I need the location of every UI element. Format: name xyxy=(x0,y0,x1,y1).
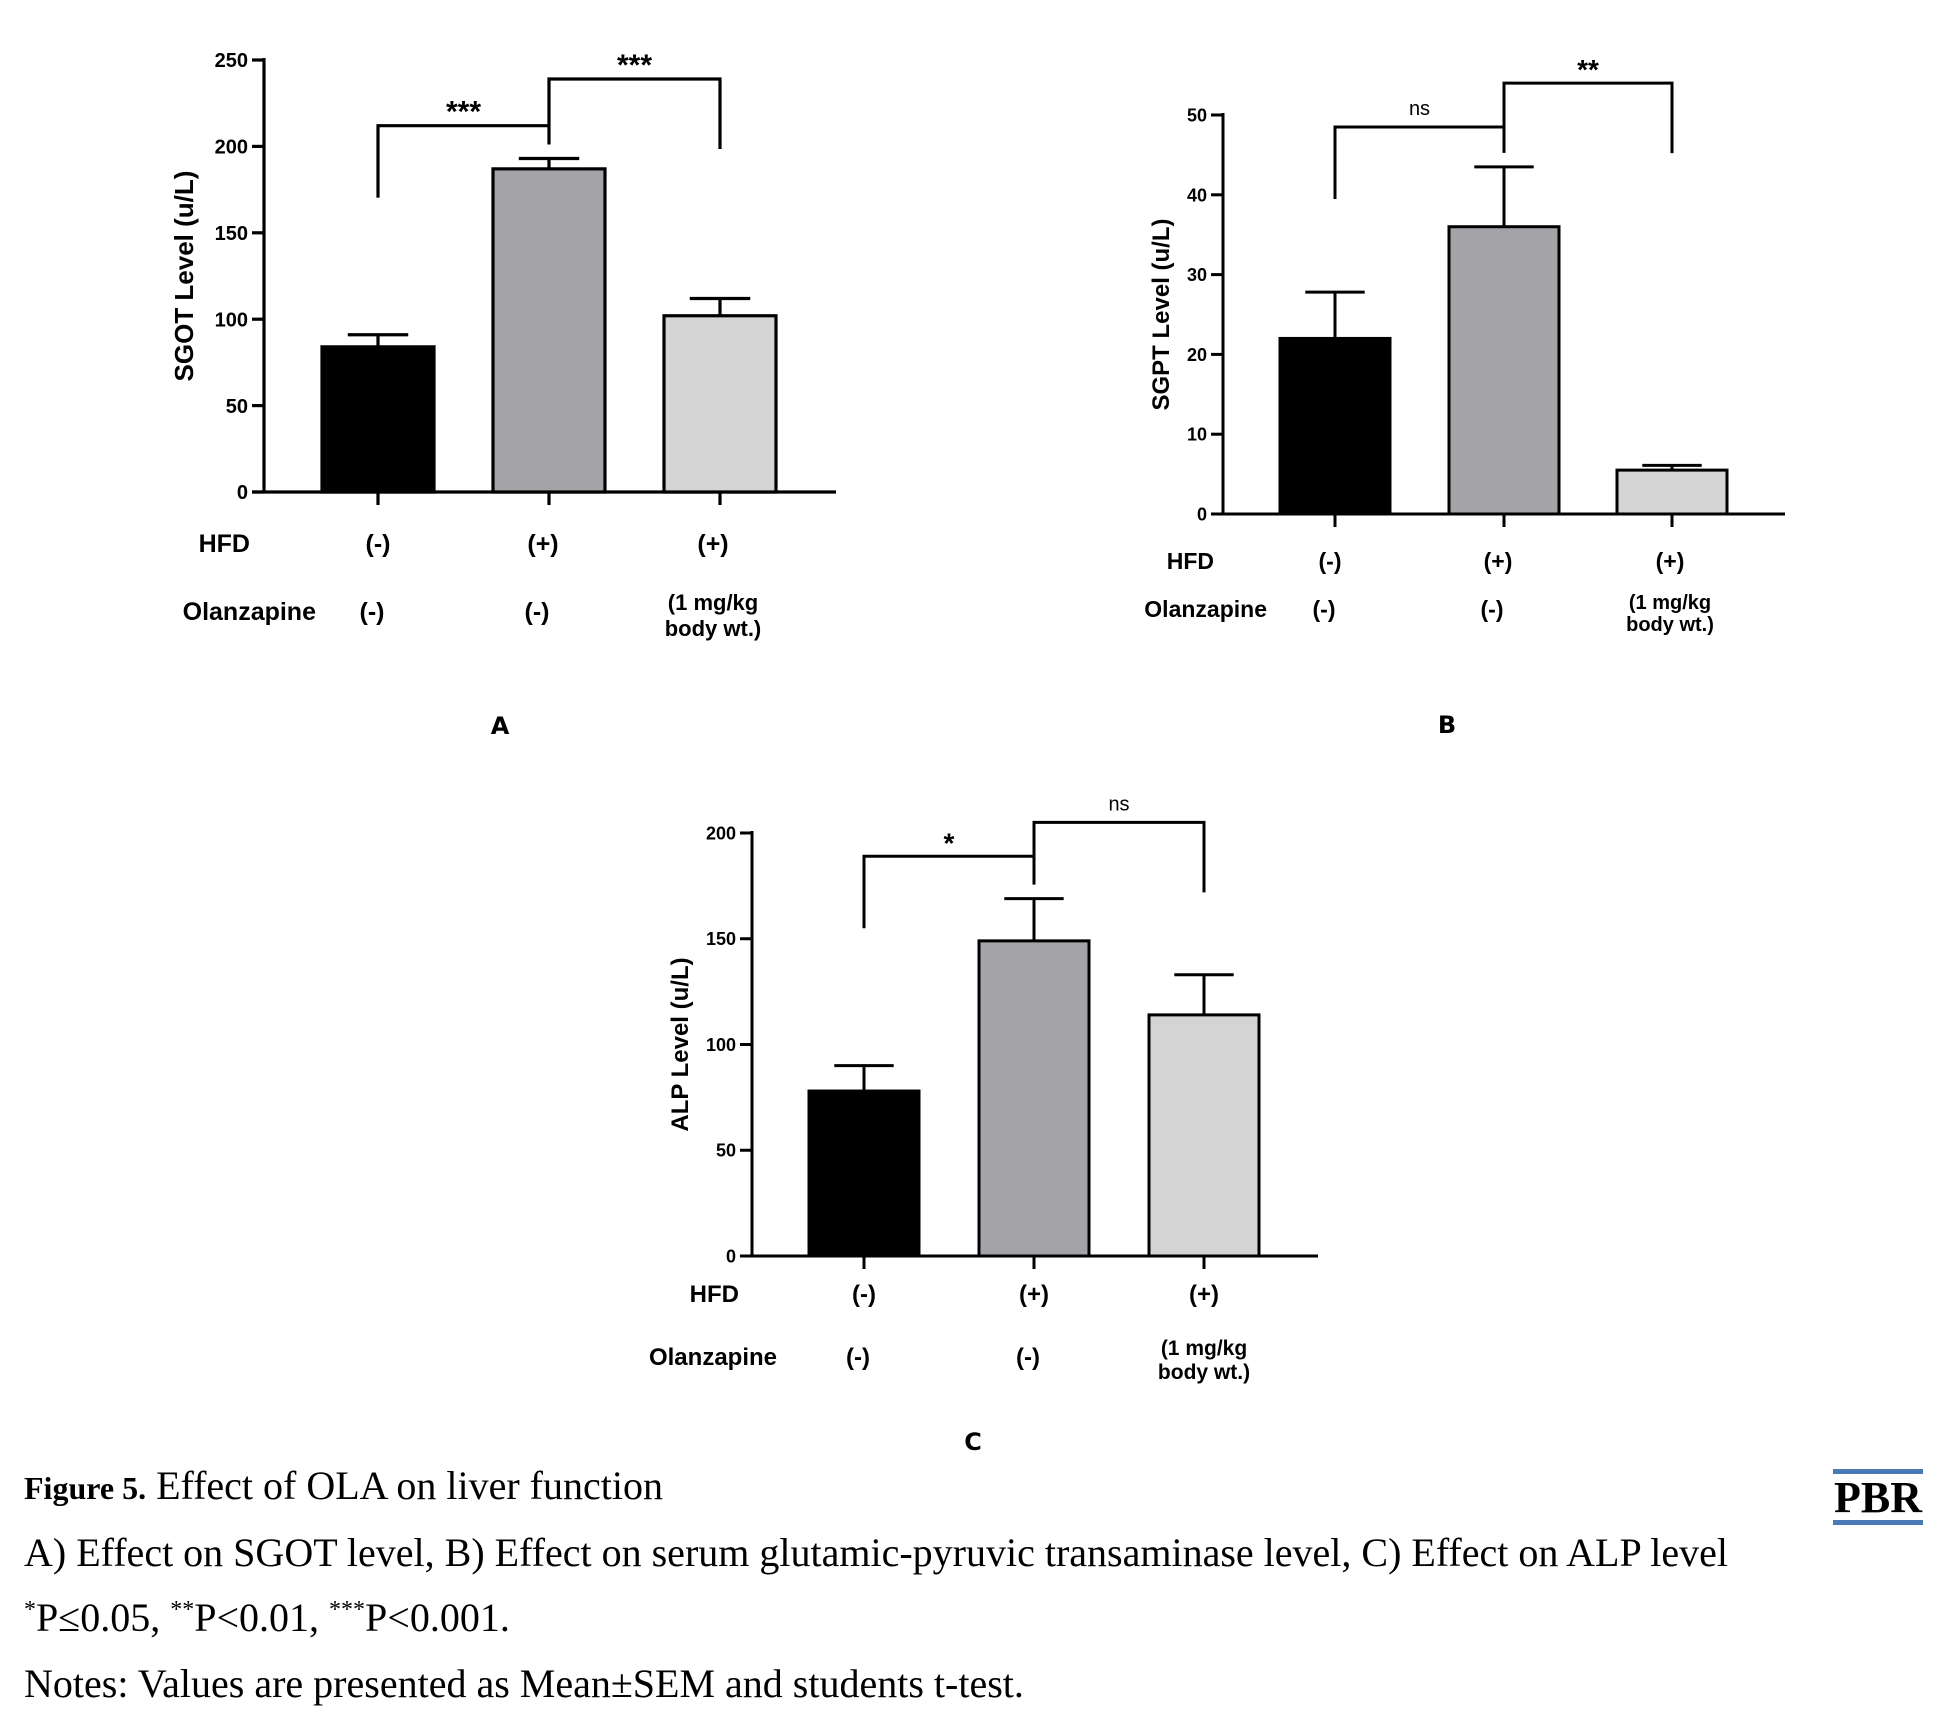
significance-label: ns xyxy=(1108,793,1129,815)
y-tick-label: 20 xyxy=(1187,345,1207,365)
condition-value: (-) xyxy=(1481,596,1504,622)
y-tick-label: 0 xyxy=(1197,504,1207,524)
condition-value: (+) xyxy=(697,530,728,558)
panel-letter: C xyxy=(964,1428,982,1456)
significance-label: ns xyxy=(1409,98,1430,120)
y-tick-label: 200 xyxy=(706,823,736,843)
y-axis-label: SGOT Level (u/L) xyxy=(169,171,199,382)
significance-bracket xyxy=(1333,125,1506,199)
significance-bracket xyxy=(376,124,551,198)
condition-value: (1 mg/kg body wt.) xyxy=(1158,1337,1250,1384)
caption-significance-levels: *P≤0.05, **P<0.01, ***P<0.001. xyxy=(24,1594,510,1641)
condition-value-line: body wt.) xyxy=(1626,614,1714,636)
bar xyxy=(1447,225,1561,516)
chart-panel-c: 0 50 100 150 200 ALP Level (u/L) * ns HFD (-) (+) (… xyxy=(649,793,1318,1456)
y-axis-label: ALP Level (u/L) xyxy=(667,957,694,1131)
y-tick-label: 150 xyxy=(706,929,736,949)
condition-value: (-) xyxy=(1313,596,1336,622)
condition-row-label: HFD xyxy=(1167,548,1214,574)
journal-logo: PBR xyxy=(1833,1469,1923,1525)
condition-value: (-) xyxy=(1016,1344,1040,1371)
sig-text-2: P<0.01, xyxy=(194,1595,330,1640)
bar xyxy=(977,939,1091,1258)
condition-value-line: (1 mg/kg xyxy=(1629,592,1711,614)
y-tick-label: 30 xyxy=(1187,265,1207,285)
condition-value: (-) xyxy=(846,1344,870,1371)
bar xyxy=(1615,468,1729,516)
condition-row-label: Olanzapine xyxy=(649,1344,777,1371)
condition-row-label: Olanzapine xyxy=(1144,596,1267,622)
y-tick-label: 0 xyxy=(726,1246,736,1266)
chart-panel-a: 0 50 100 150 200 250 SGOT Level (u/L) *** *** HFD… xyxy=(169,49,836,740)
sig-marker-1: * xyxy=(24,1597,36,1623)
condition-row-label: HFD xyxy=(690,1281,739,1308)
bar xyxy=(1278,336,1392,516)
condition-value: (+) xyxy=(1189,1281,1219,1308)
y-axis-label: SGPT Level (u/L) xyxy=(1148,218,1175,410)
significance-bracket xyxy=(862,854,1036,929)
condition-value: (-) xyxy=(525,598,550,626)
bar xyxy=(662,314,778,494)
condition-value: (1 mg/kg body wt.) xyxy=(1626,592,1714,636)
condition-row-label: Olanzapine xyxy=(183,598,316,626)
sig-text-3: P<0.001. xyxy=(365,1595,510,1640)
bar xyxy=(1147,1013,1261,1258)
significance-label: * xyxy=(944,827,955,858)
logo-bottom-bar xyxy=(1833,1520,1923,1525)
condition-value: (1 mg/kg body wt.) xyxy=(665,590,762,641)
figure-title: Effect of OLA on liver function xyxy=(146,1463,663,1508)
significance-bracket xyxy=(1502,81,1674,154)
bar xyxy=(320,345,436,494)
bar xyxy=(491,167,607,494)
logo-text: PBR xyxy=(1834,1473,1922,1522)
sig-marker-3: *** xyxy=(329,1597,366,1623)
y-tick-label: 200 xyxy=(215,137,248,159)
condition-value: (+) xyxy=(1019,1281,1049,1308)
condition-value-line: body wt.) xyxy=(665,616,762,641)
condition-value-line: body wt.) xyxy=(1158,1361,1250,1384)
sig-marker-2: ** xyxy=(170,1597,195,1623)
condition-value: (-) xyxy=(852,1281,876,1308)
condition-value: (-) xyxy=(1319,548,1342,574)
significance-bracket xyxy=(1032,820,1206,893)
condition-value: (-) xyxy=(360,598,385,626)
condition-row-label: HFD xyxy=(199,530,250,558)
sig-text-1: P≤0.05, xyxy=(36,1595,171,1640)
y-tick-label: 50 xyxy=(1187,105,1207,125)
figure-number: Figure 5. xyxy=(24,1470,147,1506)
y-tick-label: 0 xyxy=(237,482,248,504)
significance-bracket xyxy=(547,77,722,150)
y-tick-label: 100 xyxy=(706,1035,736,1055)
y-tick-label: 100 xyxy=(215,309,248,331)
y-tick-label: 10 xyxy=(1187,425,1207,445)
y-tick-label: 150 xyxy=(215,223,248,245)
condition-value: (-) xyxy=(366,530,391,558)
condition-value: (+) xyxy=(1656,548,1685,574)
y-tick-label: 40 xyxy=(1187,185,1207,205)
panel-letter: B xyxy=(1438,711,1456,739)
bar xyxy=(807,1089,921,1258)
significance-label: *** xyxy=(617,49,652,82)
significance-label: *** xyxy=(446,96,481,129)
caption-notes: Notes: Values are presented as Mean±SEM … xyxy=(24,1661,1024,1706)
panel-letter: A xyxy=(491,712,510,740)
caption-panel-descriptions: A) Effect on SGOT level, B) Effect on se… xyxy=(24,1530,1728,1575)
figure-caption-title: Figure 5. Effect of OLA on liver functio… xyxy=(24,1462,663,1509)
logo-top-bar xyxy=(1833,1469,1923,1474)
condition-value-line: (1 mg/kg xyxy=(668,590,758,615)
y-tick-label: 250 xyxy=(215,50,248,72)
significance-label: ** xyxy=(1577,54,1599,85)
condition-value: (+) xyxy=(527,530,558,558)
y-tick-label: 50 xyxy=(226,396,248,418)
chart-panel-b: 0 10 20 30 40 50 SGPT Level (u/L) ns ** HFD (-) (+)… xyxy=(1144,54,1785,739)
y-tick-label: 50 xyxy=(716,1141,736,1161)
condition-value: (+) xyxy=(1484,548,1513,574)
condition-value-line: (1 mg/kg xyxy=(1161,1337,1247,1360)
